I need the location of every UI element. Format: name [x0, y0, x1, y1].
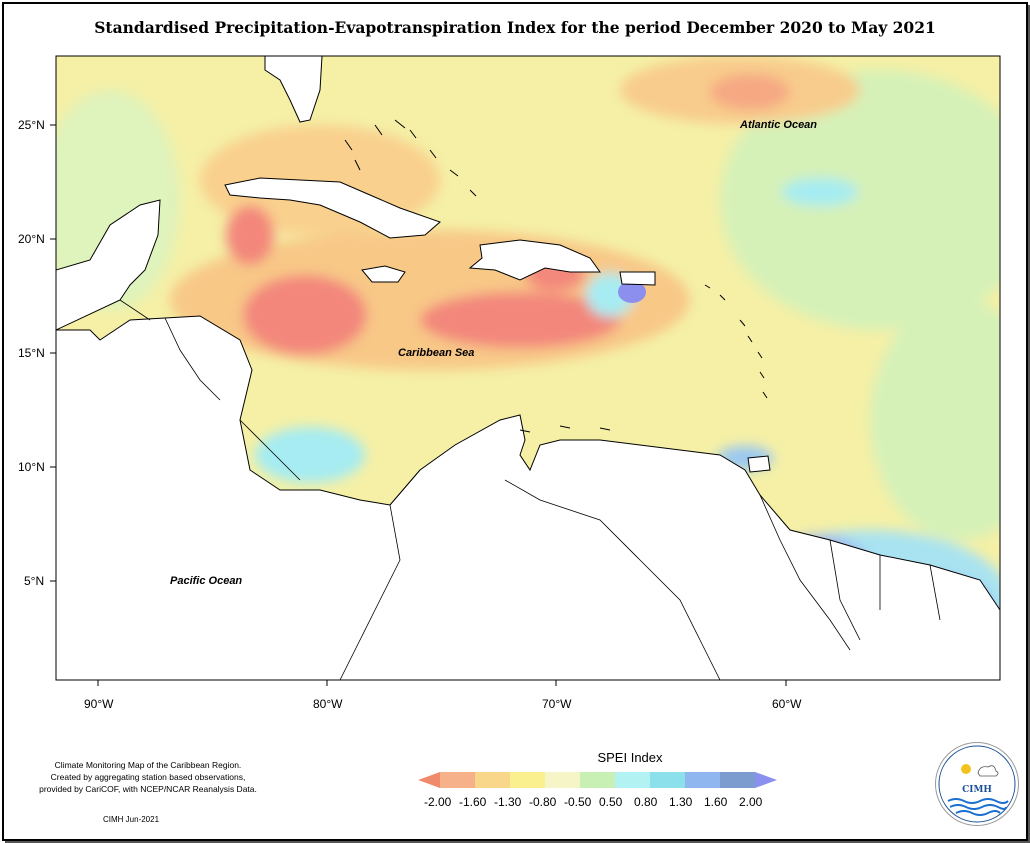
- legend-swatch: [545, 772, 580, 788]
- lat-label: 25°N: [18, 118, 45, 132]
- legend-swatch: [650, 772, 685, 788]
- footer-line: Climate Monitoring Map of the Caribbean …: [54, 760, 242, 770]
- legend-tick-label: -0.80: [529, 795, 557, 809]
- legend-tick-label: 1.60: [704, 795, 728, 809]
- legend-swatch: [685, 772, 720, 788]
- legend-title: SPEI Index: [597, 750, 663, 765]
- sun-icon: [961, 764, 971, 774]
- cloud-icon: [977, 765, 999, 777]
- lat-label: 5°N: [24, 574, 45, 588]
- small-islands: [344, 119, 768, 433]
- legend-arrow-low: [418, 772, 440, 788]
- wave-icon: [947, 798, 1009, 804]
- atlantic-label: Atlantic Ocean: [740, 119, 818, 131]
- lon-ticks: [97, 680, 787, 686]
- legend-tick-label: -0.50: [564, 795, 592, 809]
- lat-label: 15°N: [18, 346, 45, 360]
- lat-label: 10°N: [18, 460, 45, 474]
- pacific-label: Pacific Ocean: [170, 575, 243, 587]
- land-masses: [56, 56, 1000, 680]
- logo-text: CIMH: [962, 785, 992, 795]
- footer-description: Climate Monitoring Map of the Caribbean …: [18, 759, 278, 795]
- legend-tick-label: 0.80: [634, 795, 658, 809]
- legend-swatch: [615, 772, 650, 788]
- footer-line: Created by aggregating station based obs…: [50, 772, 246, 782]
- legend-colorbar: [418, 772, 777, 788]
- lon-label: 80°W: [313, 697, 343, 711]
- legend-swatch: [580, 772, 615, 788]
- legend-tick-label: -1.60: [459, 795, 487, 809]
- lon-label: 60°W: [772, 697, 802, 711]
- credit-text: CIMH Jun-2021: [103, 815, 160, 824]
- cimh-logo: CIMH: [935, 742, 1019, 826]
- legend-swatch: [475, 772, 510, 788]
- legend-arrow-high: [755, 772, 777, 788]
- lat-ticks: [50, 124, 56, 582]
- legend-tick-label: -1.30: [494, 795, 522, 809]
- country-borders: [119, 299, 941, 680]
- legend-tick-label: -2.00: [424, 795, 452, 809]
- legend-swatch: [510, 772, 545, 788]
- legend-tick-label: 1.30: [669, 795, 693, 809]
- lon-label: 90°W: [84, 697, 114, 711]
- logo-graphic: [938, 745, 1016, 823]
- legend-tick-label: 2.00: [739, 795, 763, 809]
- lon-label: 70°W: [542, 697, 572, 711]
- caribbean-label: Caribbean Sea: [398, 347, 475, 359]
- footer-line: provided by CariCOF, with NCEP/NCAR Rean…: [39, 784, 257, 794]
- map-title: Standardised Precipitation-Evapotranspir…: [94, 18, 936, 37]
- legend-swatch: [440, 772, 475, 788]
- spei-field: [56, 56, 1000, 680]
- lat-label: 20°N: [18, 232, 45, 246]
- legend-swatch: [720, 772, 755, 788]
- legend-tick-label: 0.50: [599, 795, 623, 809]
